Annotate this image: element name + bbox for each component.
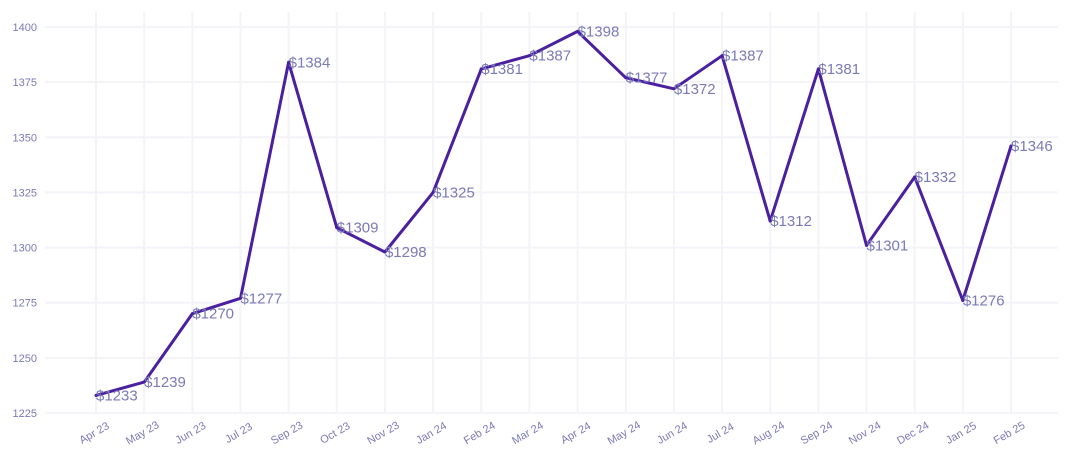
data-label: $1387 [722, 48, 764, 65]
data-point [431, 190, 435, 194]
data-label: $1384 [289, 54, 331, 71]
x-tick-label: Jan 25 [944, 420, 979, 447]
y-tick-label: 1300 [13, 243, 37, 255]
x-tick-label: Jun 24 [655, 420, 690, 447]
data-point [720, 54, 724, 58]
y-tick-label: 1400 [13, 22, 37, 34]
data-point [94, 393, 98, 397]
data-point [335, 226, 339, 230]
data-label: $1325 [433, 184, 475, 201]
data-point [527, 54, 531, 58]
x-tick-label: Apr 23 [77, 420, 111, 447]
y-tick-label: 1325 [13, 187, 37, 199]
data-point [287, 60, 291, 64]
data-label: $1312 [770, 213, 812, 230]
data-label: $1372 [674, 81, 716, 98]
y-tick-label: 1350 [13, 132, 37, 144]
data-point [238, 296, 242, 300]
x-tick-label: Apr 24 [559, 420, 593, 447]
data-label: $1381 [481, 61, 523, 78]
x-tick-label: May 23 [124, 419, 161, 447]
data-label: $1301 [867, 237, 909, 254]
x-tick-label: Nov 23 [365, 419, 401, 447]
x-tick-label: Sep 24 [799, 419, 835, 447]
x-tick-label: Feb 24 [462, 420, 498, 448]
data-label: $1398 [578, 23, 620, 40]
data-label: $1277 [240, 290, 282, 307]
data-label: $1381 [818, 61, 860, 78]
x-tick-label: Jun 23 [174, 420, 209, 447]
x-tick-label: Mar 24 [510, 420, 546, 448]
data-label: $1298 [385, 244, 427, 261]
data-label: $1239 [144, 374, 186, 391]
data-label: $1377 [626, 70, 668, 87]
data-point [576, 29, 580, 33]
x-tick-label: Jul 24 [705, 421, 736, 446]
x-tick-label: Sep 23 [269, 419, 305, 447]
grid [45, 12, 1058, 414]
data-point [383, 250, 387, 254]
data-label: $1346 [1011, 138, 1053, 155]
x-tick-label: May 24 [606, 419, 643, 447]
data-point [479, 67, 483, 71]
data-point [913, 175, 917, 179]
data-point [816, 67, 820, 71]
data-point [672, 87, 676, 91]
y-tick-label: 1250 [13, 353, 37, 365]
series-line [94, 29, 1013, 397]
x-tick-label: Feb 25 [992, 420, 1028, 448]
x-tick-label: Jul 23 [223, 421, 254, 446]
data-point [865, 243, 869, 247]
data-point [768, 219, 772, 223]
x-tick-label: Dec 24 [895, 419, 931, 447]
data-labels: $1233 $1239 $1270 $1277 $1384 $1309 $1298 $1325… [94, 23, 1053, 404]
x-tick-label: Jan 24 [414, 420, 449, 447]
data-point [624, 76, 628, 80]
x-tick-label: Oct 23 [318, 420, 352, 447]
y-tick-label: 1275 [13, 298, 37, 310]
x-tick-label: Aug 24 [751, 419, 787, 447]
x-tick-label: Nov 24 [847, 419, 883, 447]
data-point [961, 299, 965, 303]
y-tick-label: 1375 [13, 77, 37, 89]
data-point [1009, 144, 1013, 148]
data-label: $1387 [529, 48, 571, 65]
data-label: $1309 [337, 220, 379, 237]
data-label: $1332 [915, 169, 957, 186]
y-tick-label: 1225 [13, 408, 37, 420]
data-label: $1270 [192, 306, 234, 323]
y-axis: 1225 1250 1275 1300 1325 1350 1375 1400 [13, 22, 37, 420]
data-label: $1233 [96, 387, 138, 404]
data-point [142, 380, 146, 384]
data-label: $1276 [963, 293, 1005, 310]
x-axis: Apr 23 May 23 Jun 23 Jul 23 Sep 23 Oct 23 Nov … [77, 419, 1027, 447]
data-point [190, 312, 194, 316]
